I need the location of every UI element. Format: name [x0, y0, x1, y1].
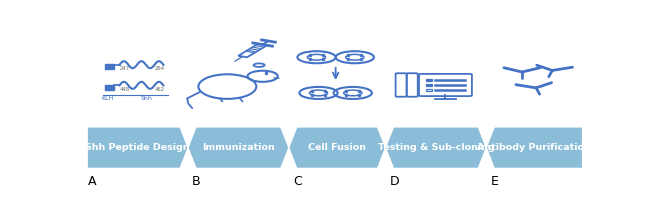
Text: Cell Fusion: Cell Fusion [308, 143, 366, 152]
Text: C: C [292, 176, 302, 188]
Text: Testing & Sub-cloning: Testing & Sub-cloning [378, 143, 494, 152]
FancyBboxPatch shape [105, 64, 114, 69]
Text: Shh: Shh [141, 96, 153, 101]
Text: A: A [88, 176, 97, 188]
Text: E: E [490, 176, 498, 188]
Polygon shape [289, 127, 385, 168]
FancyBboxPatch shape [426, 84, 432, 86]
FancyBboxPatch shape [105, 84, 114, 90]
Text: B: B [192, 176, 201, 188]
Text: 264: 264 [155, 66, 165, 71]
Text: 448: 448 [120, 87, 129, 91]
Text: D: D [389, 176, 399, 188]
Text: 462: 462 [155, 87, 165, 91]
Polygon shape [385, 127, 486, 168]
Polygon shape [486, 127, 582, 168]
Text: Shh Peptide Design: Shh Peptide Design [85, 143, 190, 152]
Text: KLH: KLH [102, 96, 114, 101]
Polygon shape [87, 127, 188, 168]
FancyBboxPatch shape [426, 79, 432, 81]
Text: Antibody Purification: Antibody Purification [478, 143, 592, 152]
Polygon shape [188, 127, 289, 168]
Text: Immunization: Immunization [202, 143, 275, 152]
Text: 247: 247 [120, 66, 129, 71]
